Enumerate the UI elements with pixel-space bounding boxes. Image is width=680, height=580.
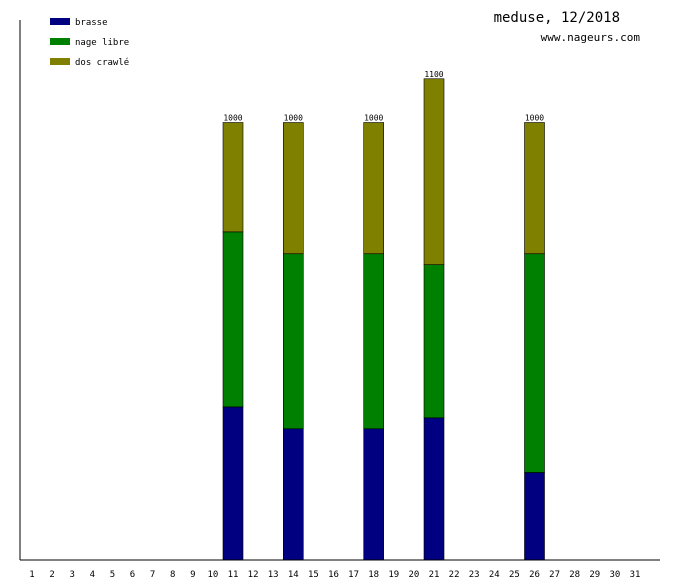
x-tick-14: 14 xyxy=(288,570,299,580)
legend-swatch-0 xyxy=(50,18,70,25)
legend-label-1: nage libre xyxy=(75,38,129,48)
x-tick-18: 18 xyxy=(368,570,379,580)
x-tick-12: 12 xyxy=(248,570,259,580)
total-label-14: 1000 xyxy=(284,114,303,123)
x-tick-29: 29 xyxy=(589,570,600,580)
chart-title: meduse, 12/2018 xyxy=(493,10,620,26)
bar-segment-14-1 xyxy=(282,253,304,430)
bar-segment-11-0 xyxy=(222,406,244,561)
legend-swatch-1 xyxy=(50,38,70,45)
x-tick-1: 1 xyxy=(29,570,34,580)
total-labels: 1000 1000 1000 1100 1000 xyxy=(223,70,544,123)
x-tick-30: 30 xyxy=(609,570,620,580)
chart-subtitle: www.nageurs.com xyxy=(540,31,640,44)
bar-segment-14-0 xyxy=(282,428,304,561)
bar-segment-18-0 xyxy=(363,428,385,561)
x-tick-28: 28 xyxy=(569,570,580,580)
x-tick-13: 13 xyxy=(268,570,279,580)
x-tick-22: 22 xyxy=(449,570,460,580)
bar-segment-11-2 xyxy=(222,122,244,233)
total-label-26: 1000 xyxy=(525,114,544,123)
bar-segment-14-2 xyxy=(282,122,304,255)
x-tick-19: 19 xyxy=(388,570,399,580)
bar-segment-21-2 xyxy=(423,78,445,265)
bar-segment-21-1 xyxy=(423,264,445,419)
legend-label-0: brasse xyxy=(75,18,108,28)
x-tick-24: 24 xyxy=(489,570,500,580)
x-tick-8: 8 xyxy=(170,570,175,580)
x-tick-3: 3 xyxy=(69,570,74,580)
x-tick-7: 7 xyxy=(150,570,155,580)
x-tick-21: 21 xyxy=(429,570,440,580)
total-label-18: 1000 xyxy=(364,114,383,123)
bars xyxy=(222,78,545,561)
x-tick-23: 23 xyxy=(469,570,480,580)
x-tick-16: 16 xyxy=(328,570,339,580)
x-tick-11: 11 xyxy=(228,570,239,580)
x-tick-17: 17 xyxy=(348,570,359,580)
bar-segment-11-1 xyxy=(222,231,244,408)
x-tick-6: 6 xyxy=(130,570,135,580)
x-tick-20: 20 xyxy=(408,570,419,580)
total-label-11: 1000 xyxy=(223,114,242,123)
x-tick-9: 9 xyxy=(190,570,195,580)
bar-segment-18-1 xyxy=(363,253,385,430)
x-tick-labels: 1 2 3 4 5 6 7 8 9 10 11 12 13 14 15 16 17 18 19 20 21 22 23 24 2… xyxy=(29,570,640,580)
x-tick-26: 26 xyxy=(529,570,540,580)
total-label-21: 1100 xyxy=(424,70,443,79)
legend-label-2: dos crawlé xyxy=(75,57,129,68)
legend: brasse nage libre dos crawlé xyxy=(50,18,129,68)
bar-segment-26-1 xyxy=(524,253,545,473)
bar-segment-21-0 xyxy=(423,417,445,561)
x-tick-10: 10 xyxy=(207,570,218,580)
x-tick-5: 5 xyxy=(110,570,115,580)
bar-segment-26-0 xyxy=(524,472,545,561)
bar-segment-26-2 xyxy=(524,122,545,255)
legend-swatch-2 xyxy=(50,58,70,65)
x-tick-15: 15 xyxy=(308,570,319,580)
x-tick-4: 4 xyxy=(90,570,95,580)
bar-segment-18-2 xyxy=(363,122,385,255)
x-tick-31: 31 xyxy=(630,570,641,580)
x-tick-27: 27 xyxy=(549,570,560,580)
x-tick-2: 2 xyxy=(49,570,54,580)
x-tick-25: 25 xyxy=(509,570,520,580)
